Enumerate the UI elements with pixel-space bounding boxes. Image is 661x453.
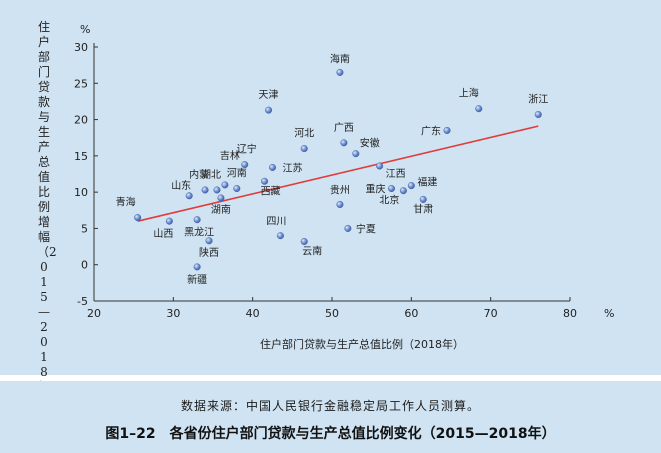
- scatter-chart: 20 30 40 50 60 70 80302520151050-5%%住户部门贷款与生产总…: [74, 23, 614, 351]
- data-point: [407, 182, 415, 190]
- point-label: 福建: [417, 176, 437, 189]
- data-point: [352, 150, 360, 158]
- point-label: 黑龙江: [184, 226, 214, 239]
- data-point: [399, 187, 407, 195]
- x-tick-label: 30: [166, 307, 180, 320]
- x-tick-label: 70: [484, 307, 498, 320]
- x-unit-label: %: [604, 307, 614, 320]
- data-point: [344, 224, 352, 232]
- point-label: 江苏: [283, 161, 303, 174]
- data-point: [193, 216, 201, 224]
- point-label: 湖南: [211, 203, 231, 216]
- x-tick-label: 50: [325, 307, 339, 320]
- point-label: 安徽: [360, 137, 380, 150]
- point-label: 江西: [386, 168, 406, 180]
- point-label: 海南: [330, 52, 350, 65]
- data-point: [233, 185, 241, 193]
- data-point: [336, 200, 344, 208]
- data-point: [205, 237, 213, 245]
- data-point: [193, 263, 201, 271]
- data-point: [213, 186, 221, 194]
- x-tick-label: 80: [563, 307, 577, 320]
- point-label: 吉林: [220, 149, 240, 162]
- data-point: [475, 105, 483, 113]
- data-point: [276, 232, 284, 240]
- data-point: [261, 177, 269, 185]
- point-label: 辽宁: [237, 143, 257, 156]
- point-label: 山西: [153, 228, 173, 240]
- data-point: [241, 161, 249, 169]
- point-label: 陕西: [199, 246, 219, 259]
- data-point: [269, 163, 277, 171]
- source-note: 数据来源：中国人民银行金融稳定局工作人员测算。: [180, 399, 480, 413]
- x-tick-label: 40: [246, 307, 260, 320]
- point-label: 新疆: [187, 273, 207, 286]
- data-point: [217, 194, 225, 202]
- figure-title: 图1–22 各省份住户部门贷款与生产总值比例变化（2015—2018年）: [105, 426, 556, 442]
- point-label: 内蒙: [189, 168, 209, 181]
- data-point: [419, 195, 427, 203]
- point-label: 宁夏: [356, 222, 376, 235]
- x-tick-label: 20: [87, 307, 101, 320]
- point-label: 浙江: [528, 93, 548, 105]
- point-label: 湖北: [201, 169, 221, 181]
- point-label: 北京: [379, 194, 399, 207]
- y-tick-label: 25: [74, 77, 88, 90]
- data-point: [300, 237, 308, 245]
- y-tick-label: 20: [74, 114, 88, 127]
- x-tick-label: 60: [404, 307, 418, 320]
- point-label: 贵州: [330, 183, 350, 196]
- data-point: [201, 186, 209, 194]
- x-axis-label: 住户部门贷款与生产总值比例（2018年）: [260, 337, 464, 351]
- point-label: 天津: [259, 89, 279, 101]
- trend-line: [137, 125, 539, 222]
- point-label: 山东: [171, 179, 191, 192]
- point-label: 河南: [227, 167, 247, 180]
- point-label: 四川: [266, 217, 286, 228]
- point-label: 西藏: [261, 185, 281, 197]
- data-point: [134, 214, 142, 222]
- point-label: 上海: [459, 87, 479, 100]
- data-point: [300, 145, 308, 153]
- point-label: 青海: [116, 196, 136, 209]
- data-point: [185, 192, 193, 200]
- y-tick-label: 10: [74, 186, 88, 199]
- data-point: [340, 139, 348, 147]
- y-tick-label: 30: [74, 41, 88, 54]
- data-point: [388, 185, 396, 193]
- data-point: [336, 68, 344, 76]
- point-label: 重庆: [366, 183, 386, 196]
- y-tick-label: 5: [81, 222, 88, 235]
- data-point: [165, 217, 173, 225]
- data-point: [376, 162, 384, 170]
- y-tick-label: -5: [77, 295, 88, 308]
- point-label: 广东: [421, 124, 441, 137]
- point-label: 云南: [302, 244, 322, 257]
- y-tick-label: 15: [74, 150, 88, 163]
- data-point: [221, 181, 229, 189]
- figure-caption: 数据来源：中国人民银行金融稳定局工作人员测算。 图1–22 各省份住户部门贷款与…: [0, 381, 661, 453]
- data-point: [534, 110, 542, 118]
- y-axis-label: 住户部门贷款与生产总值比例增幅（2015—2018年）: [37, 20, 61, 394]
- y-unit-label: %: [80, 23, 90, 36]
- point-label: 广西: [334, 122, 354, 134]
- chart-figure: 20 30 40 50 60 70 80 30 25 20 15 10 5 0 -5%% 住户部门贷款与生产总…: [0, 0, 661, 394]
- data-point: [265, 106, 273, 114]
- point-label: 河北: [294, 128, 314, 140]
- data-point: [443, 126, 451, 134]
- y-tick-label: 0: [81, 259, 88, 272]
- point-label: 甘肃: [413, 202, 433, 215]
